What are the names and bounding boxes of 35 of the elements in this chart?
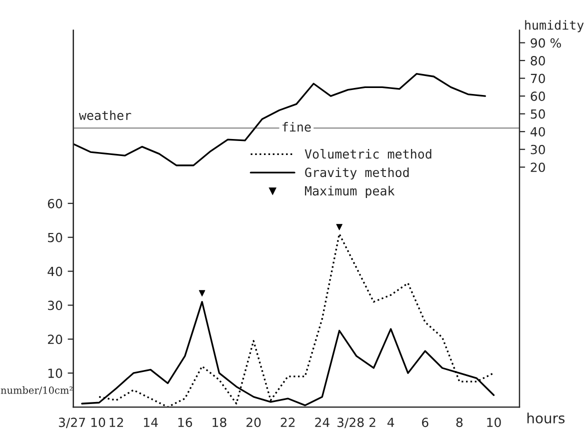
y2-tick-label: 90 % — [530, 38, 561, 48]
x-tick-label: 12 — [110, 418, 123, 427]
y2-tick-label: 60 — [530, 92, 545, 101]
y2-tick-label: 30 — [530, 144, 545, 154]
x-tick-label: 20 — [246, 418, 261, 428]
y2-tick-label: 20 — [530, 162, 545, 172]
y2-tick-label: 80 — [530, 56, 545, 66]
x-axis-title: hours — [527, 412, 565, 424]
x-tick-label: 16 — [178, 418, 192, 428]
legend-label: Maximum peak — [305, 186, 395, 198]
y-tick-label: 60 — [48, 198, 62, 208]
x-tick-label: 3/27 10 — [58, 418, 106, 428]
ref-line-label: fine — [282, 122, 311, 132]
x-tick-label: 22 — [280, 418, 295, 427]
x-tick-label: 3/28 2 — [337, 418, 376, 428]
x-tick-label: 18 — [212, 418, 226, 428]
y-tick-label: 40 — [48, 266, 62, 276]
x-tick-label: 24 — [315, 418, 330, 427]
x-tick-label: 10 — [487, 418, 501, 428]
legend-label: Volumetric method — [304, 148, 432, 159]
annotation: weather — [78, 110, 132, 120]
x-tick-label: 8 — [456, 418, 463, 428]
x-tick-label: 6 — [422, 418, 428, 428]
y2-tick-label: 50 — [530, 109, 545, 119]
y2-axis-title: humidity — [525, 20, 584, 32]
legend-label: Gravity method — [305, 167, 409, 180]
y-tick-label: 50 — [48, 232, 62, 242]
y-tick-label: 30 — [48, 300, 62, 310]
y2-tick-label: 40 — [530, 127, 545, 137]
x-tick-label: 14 — [144, 418, 158, 427]
y2-tick-label: 70 — [530, 74, 545, 84]
y-tick-label: 20 — [48, 334, 62, 344]
y-axis-title: number/10cm² — [0, 386, 72, 395]
x-tick-label: 4 — [387, 418, 394, 427]
y-tick-label: 10 — [48, 368, 62, 378]
